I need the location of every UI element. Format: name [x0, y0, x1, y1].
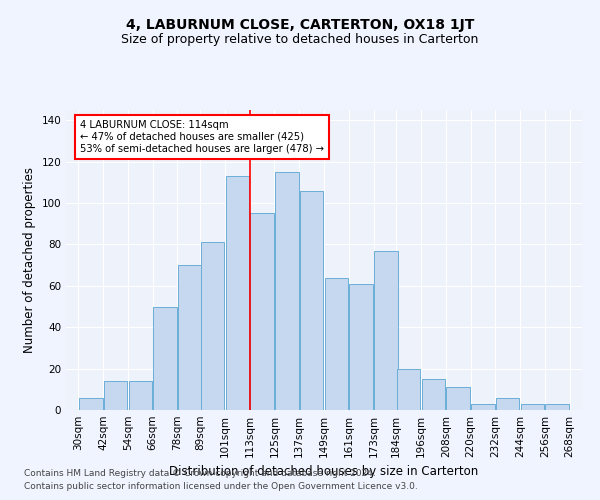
- Bar: [250, 214, 274, 410]
- Bar: [201, 242, 224, 410]
- Bar: [521, 404, 544, 410]
- Bar: [104, 381, 127, 410]
- Bar: [397, 368, 421, 410]
- Bar: [154, 306, 177, 410]
- Text: 4, LABURNUM CLOSE, CARTERTON, OX18 1JT: 4, LABURNUM CLOSE, CARTERTON, OX18 1JT: [126, 18, 474, 32]
- Bar: [178, 265, 202, 410]
- Bar: [128, 381, 152, 410]
- Text: Size of property relative to detached houses in Carterton: Size of property relative to detached ho…: [121, 32, 479, 46]
- X-axis label: Distribution of detached houses by size in Carterton: Distribution of detached houses by size …: [169, 466, 479, 478]
- Bar: [446, 387, 470, 410]
- Bar: [275, 172, 299, 410]
- Bar: [79, 398, 103, 410]
- Text: Contains HM Land Registry data © Crown copyright and database right 2024.: Contains HM Land Registry data © Crown c…: [24, 468, 376, 477]
- Bar: [374, 250, 398, 410]
- Bar: [226, 176, 249, 410]
- Bar: [422, 379, 445, 410]
- Bar: [471, 404, 494, 410]
- Text: Contains public sector information licensed under the Open Government Licence v3: Contains public sector information licen…: [24, 482, 418, 491]
- Bar: [496, 398, 520, 410]
- Bar: [545, 404, 569, 410]
- Bar: [300, 190, 323, 410]
- Bar: [349, 284, 373, 410]
- Text: 4 LABURNUM CLOSE: 114sqm
← 47% of detached houses are smaller (425)
53% of semi-: 4 LABURNUM CLOSE: 114sqm ← 47% of detach…: [80, 120, 325, 154]
- Bar: [325, 278, 348, 410]
- Y-axis label: Number of detached properties: Number of detached properties: [23, 167, 36, 353]
